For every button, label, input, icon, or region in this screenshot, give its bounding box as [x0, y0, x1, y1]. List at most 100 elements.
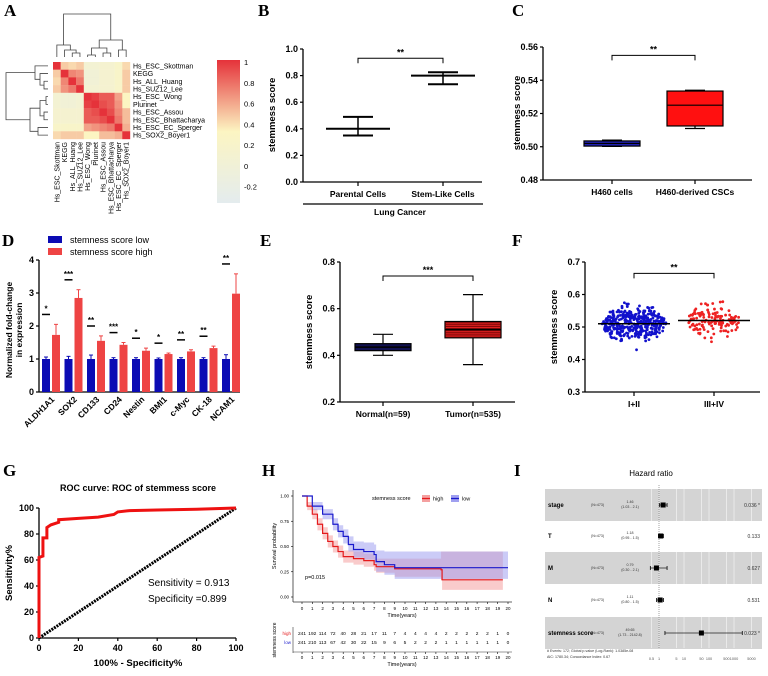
panel-f-y-tick-label: 0.3 — [567, 387, 580, 397]
data-point — [615, 310, 619, 314]
panel-f-y-tick-label: 0.7 — [567, 257, 580, 267]
colorbar-tick-label: 0.8 — [244, 79, 254, 88]
panel-label-f: F — [512, 231, 522, 250]
forest-row-label: N — [548, 598, 552, 604]
risk-count: 2 — [486, 631, 489, 637]
panel-d-y-tick-label: 2 — [29, 321, 34, 331]
heatmap-cell — [53, 85, 61, 93]
km-x-tick-label: 6 — [363, 606, 366, 611]
panel-b-y-tick-label: 0.6 — [285, 97, 298, 107]
data-point — [625, 325, 629, 329]
heatmap-row-label: Hs_ESC_Wong — [133, 94, 182, 101]
panel-b-y-tick-label: 0.8 — [285, 71, 298, 81]
data-point — [619, 325, 623, 329]
hazard-ratio-marker — [660, 502, 666, 508]
data-point — [706, 308, 710, 312]
data-point — [635, 348, 638, 352]
heatmap-cell — [99, 92, 108, 101]
heatmap-cell — [53, 115, 61, 124]
heatmap-cell — [122, 108, 131, 117]
data-point — [655, 335, 659, 339]
heatmap-row-label: KEGG — [133, 71, 153, 78]
forest-ci: (1.03 - 2.1) — [621, 505, 639, 509]
data-point — [634, 333, 638, 337]
bar-stemness-score-high — [209, 348, 218, 392]
heatmap-cell — [83, 62, 92, 70]
panel-b-group-label: Lung Cancer — [374, 207, 427, 217]
heatmap-cell — [60, 100, 69, 109]
data-point — [735, 323, 738, 326]
km-y-tick-label: 1.00 — [280, 494, 289, 499]
legend-swatch — [48, 248, 62, 255]
data-point — [697, 322, 701, 326]
forest-ci: (0.30 - 2.1) — [621, 568, 639, 572]
heatmap-row-label: Hs_ESC_EC_Sperger — [133, 125, 203, 132]
heatmap-cell — [60, 92, 69, 101]
significance-label: * — [134, 328, 138, 337]
km-x-tick-label: 5 — [352, 606, 355, 611]
heatmap-cell — [99, 108, 108, 117]
column-dendrogram — [56, 13, 127, 57]
risk-count: 241 — [298, 640, 306, 646]
panel-g-x-tick-label: 100 — [228, 643, 243, 653]
data-point — [618, 327, 622, 331]
risk-x-tick-label: 13 — [433, 655, 439, 660]
bar-stemness-score-low — [222, 359, 230, 392]
legend-label: high — [433, 497, 443, 503]
risk-x-tick-label: 7 — [373, 655, 376, 660]
heatmap-row-label: Hs_ESC_Skottman — [133, 63, 193, 70]
forest-x-tick-label: 1000 — [730, 657, 738, 661]
panel-c-y-tick-label: 0.52 — [520, 109, 538, 119]
risk-count: 22 — [361, 640, 367, 646]
km-x-tick-label: 16 — [464, 606, 470, 611]
risk-x-label: Time(years) — [387, 662, 416, 668]
data-point — [695, 316, 699, 320]
data-point — [634, 312, 638, 316]
heatmap-cell — [53, 131, 61, 140]
heatmap-cell — [106, 85, 115, 93]
bar-stemness-score-high — [232, 293, 240, 392]
panel-f-significance-label: ** — [670, 262, 678, 272]
data-point — [706, 330, 710, 334]
km-y-tick-label: 0.00 — [280, 595, 289, 600]
data-point — [630, 313, 634, 317]
forest-p-value: 0.531 — [747, 598, 760, 604]
panel-label-c: C — [512, 1, 524, 20]
heatmap-cell — [53, 108, 61, 117]
heatmap-cell — [106, 92, 115, 101]
heatmap-column-label: Plurinet — [93, 142, 100, 166]
heatmap-cell — [83, 108, 92, 117]
forest-p-value: 0.023 * — [744, 631, 760, 637]
data-point — [626, 313, 630, 317]
forest-n: (N=473) — [591, 503, 604, 507]
panel-g-x-tick-label: 20 — [73, 643, 83, 653]
data-point — [721, 300, 725, 304]
bar-stemness-score-low — [199, 359, 208, 392]
heatmap-cell — [76, 85, 84, 93]
heatmap-cell — [106, 108, 115, 117]
km-x-tick-label: 11 — [413, 606, 418, 611]
panel-f-y-tick-label: 0.6 — [567, 290, 580, 300]
heatmap-column-label: Hs_ESC_Assou — [101, 142, 108, 192]
panel-c-category-label: H460-derived CSCs — [656, 187, 735, 197]
data-point — [649, 312, 652, 316]
significance-label: *** — [64, 270, 74, 279]
data-point — [637, 311, 641, 315]
risk-x-tick-label: 15 — [454, 655, 460, 660]
panel-g-y-tick-label: 0 — [29, 633, 34, 643]
km-x-tick-label: 18 — [485, 606, 491, 611]
risk-count: 0 — [507, 631, 510, 637]
data-point — [707, 315, 711, 319]
risk-count: 4 — [414, 631, 417, 637]
panel-b-y-tick-label: 0.0 — [285, 177, 298, 187]
data-point — [637, 333, 641, 337]
heatmap-cell — [68, 100, 77, 109]
risk-count: 1 — [445, 640, 448, 646]
heatmap-column-label: Hs_ALL_Huang — [70, 142, 77, 192]
heatmap-cell — [76, 92, 84, 101]
data-point — [704, 302, 707, 306]
heatmap-column-label: KEGG — [62, 142, 69, 162]
data-point — [651, 316, 655, 320]
data-point — [637, 335, 641, 339]
